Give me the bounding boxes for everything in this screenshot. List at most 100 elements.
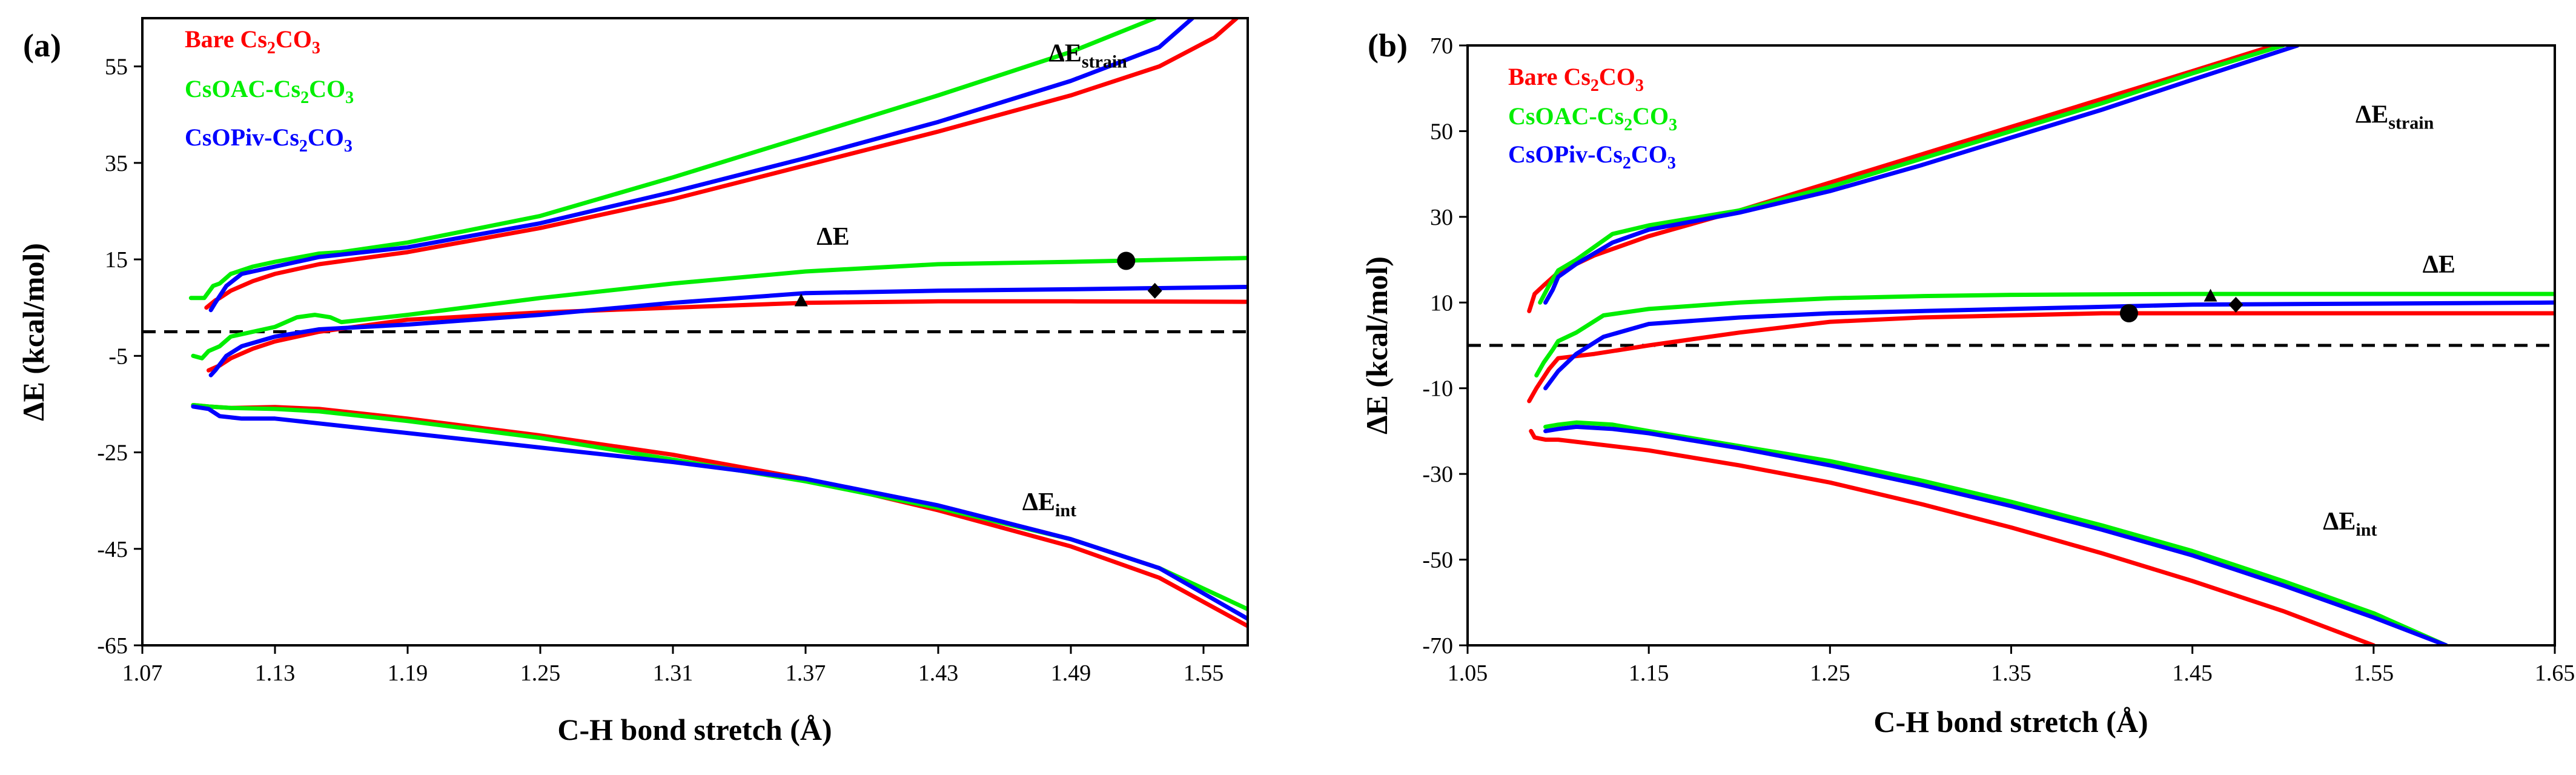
x-tick-label: 1.13: [255, 660, 296, 686]
series-line-0: [204, 18, 1239, 310]
legend-csoac-base: CsOAC-Cs: [1508, 102, 1624, 130]
x-tick-label: 1.25: [520, 660, 561, 686]
y-tick-label: 35: [105, 151, 128, 176]
y-tick-label: 10: [1430, 290, 1453, 316]
legend-csopiv-base: CsOPiv-Cs: [1508, 141, 1623, 168]
x-tick-label: 1.45: [2172, 660, 2213, 686]
panel-label-a: (a): [23, 27, 61, 64]
panel-a-annotation-total: ΔE: [816, 223, 849, 251]
x-tick-label: 1.19: [388, 660, 428, 686]
triangle-marker-1: [2204, 288, 2217, 302]
ann-int-base: ΔE: [1022, 488, 1055, 516]
ann-total-base: ΔE: [2423, 251, 2455, 279]
legend-bare-mid: CO: [276, 25, 312, 53]
panel-a-annotation-strain: ΔEstrain: [1049, 40, 1128, 72]
y-tick-label: -5: [108, 344, 128, 369]
panel-b-annotation-total: ΔE: [2423, 251, 2455, 279]
panel-b-y-axis-label: ΔE (kcal/mol): [1360, 256, 1394, 434]
y-tick-label: -30: [1422, 462, 1453, 487]
x-tick-label: 1.43: [918, 660, 959, 686]
diamond-marker-2: [2228, 296, 2243, 313]
ann-total-base: ΔE: [816, 223, 849, 251]
legend-bare-sub1: 2: [267, 39, 276, 58]
panel-a-x-axis-label: C-H bond stretch (Å): [557, 713, 832, 747]
series-line-4: [1534, 291, 2555, 378]
panel-a-y-axis-label: ΔE (kcal/mol): [16, 243, 50, 421]
panel-a: (a) 1.07 1.13 1.19 1.25 1.31 1.37 1.43 1.49 1.55…: [16, 17, 1249, 747]
ann-strain-sub: strain: [2388, 113, 2434, 133]
panel-b-x-axis-label: C-H bond stretch (Å): [1873, 705, 2148, 739]
legend-csopiv-sub2: 3: [1667, 154, 1676, 173]
series-line-8: [191, 404, 1248, 621]
y-tick-label: 70: [1430, 33, 1453, 59]
legend-csoac-base: CsOAC-Cs: [185, 75, 300, 102]
panel-b-legend-bare: Bare Cs2CO3: [1508, 63, 1644, 95]
legend-csoac-sub2: 3: [1669, 116, 1677, 135]
panel-b-legend-csopiv: CsOPiv-Cs2CO3: [1508, 141, 1676, 173]
legend-csoac-sub1: 2: [1624, 116, 1632, 135]
circle-marker-0: [1117, 251, 1136, 270]
y-tick-label: 15: [105, 247, 128, 273]
panel-b-legend-csoac: CsOAC-Cs2CO3: [1508, 102, 1677, 135]
x-tick-label: 1.55: [1184, 660, 1224, 686]
panel-b-annotation-strain: ΔEstrain: [2356, 101, 2434, 133]
x-tick-label: 1.31: [653, 660, 694, 686]
x-tick-label: 1.15: [1629, 660, 1669, 686]
ann-int-sub: int: [2356, 520, 2377, 540]
legend-csopiv-base: CsOPiv-Cs: [185, 124, 299, 151]
y-tick-label: 50: [1430, 119, 1453, 144]
y-tick-label: -50: [1422, 548, 1453, 573]
panel-b-marker-layer: [2119, 288, 2243, 322]
series-line-3: [207, 299, 1248, 373]
ann-strain-sub: strain: [1082, 52, 1127, 72]
y-tick-label: 30: [1430, 205, 1453, 230]
x-tick-label: 1.37: [786, 660, 826, 686]
legend-csopiv-mid: CO: [308, 124, 344, 151]
x-tick-label: 1.55: [2354, 660, 2394, 686]
y-tick-label: -70: [1422, 633, 1453, 659]
panel-label-b: (b): [1368, 27, 1408, 64]
ann-strain-base: ΔE: [1049, 40, 1082, 68]
legend-csoac-sub2: 3: [345, 88, 354, 107]
legend-csoac-sub1: 2: [300, 88, 309, 107]
y-tick-label: -65: [97, 633, 128, 659]
series-line-5: [1543, 300, 2555, 391]
y-tick-label: -45: [97, 537, 128, 562]
triangle-marker-2: [794, 293, 808, 307]
panel-a-legend-csopiv: CsOPiv-Cs2CO3: [185, 124, 353, 156]
panel-b: (b) 1.05 1.15 1.25 1.35 1.45 1.55 1.65 70 50 30 10…: [1360, 27, 2575, 739]
series-line-2: [1543, 45, 2300, 305]
y-tick-label: 55: [105, 55, 128, 80]
ann-int-base: ΔE: [2323, 508, 2356, 536]
x-tick-label: 1.65: [2535, 660, 2575, 686]
x-tick-label: 1.05: [1448, 660, 1488, 686]
legend-csoac-mid: CO: [309, 75, 345, 102]
x-tick-label: 1.07: [122, 660, 163, 686]
panel-a-marker-layer: [794, 251, 1162, 307]
panel-b-legend: Bare Cs2CO3 CsOAC-Cs2CO3 CsOPiv-Cs2CO3: [1508, 63, 1677, 173]
legend-bare-base: Bare Cs: [1508, 63, 1591, 90]
ann-strain-base: ΔE: [2356, 101, 2388, 128]
panel-a-legend: Bare Cs2CO3 CsOAC-Cs2CO3 CsOPiv-Cs2CO3: [185, 25, 354, 156]
series-line-7: [1543, 420, 2448, 645]
series-line-3: [1527, 311, 2555, 404]
panel-a-series-layer: [188, 18, 1248, 628]
legend-bare-sub1: 2: [1591, 76, 1599, 95]
legend-csoac-mid: CO: [1632, 102, 1669, 130]
panel-b-series-layer: [1527, 45, 2555, 645]
y-tick-label: -10: [1422, 376, 1453, 402]
legend-bare-base: Bare Cs: [185, 25, 267, 53]
legend-csopiv-sub1: 2: [1623, 154, 1631, 173]
x-tick-label: 1.35: [1991, 660, 2031, 686]
panel-a-plot-frame: [141, 17, 1249, 647]
circle-marker-0: [2119, 304, 2138, 322]
legend-csopiv-sub1: 2: [299, 137, 308, 156]
legend-bare-sub2: 3: [312, 39, 320, 58]
legend-bare-mid: CO: [1599, 63, 1635, 90]
y-tick-label: -25: [97, 441, 128, 466]
legend-csopiv-mid: CO: [1631, 141, 1667, 168]
panel-a-legend-bare: Bare Cs2CO3: [185, 25, 320, 58]
panel-b-tick-layer: 1.05 1.15 1.25 1.35 1.45 1.55 1.65 70 50 30 10 -10 -…: [1422, 33, 2575, 686]
legend-bare-sub2: 3: [1635, 76, 1644, 95]
